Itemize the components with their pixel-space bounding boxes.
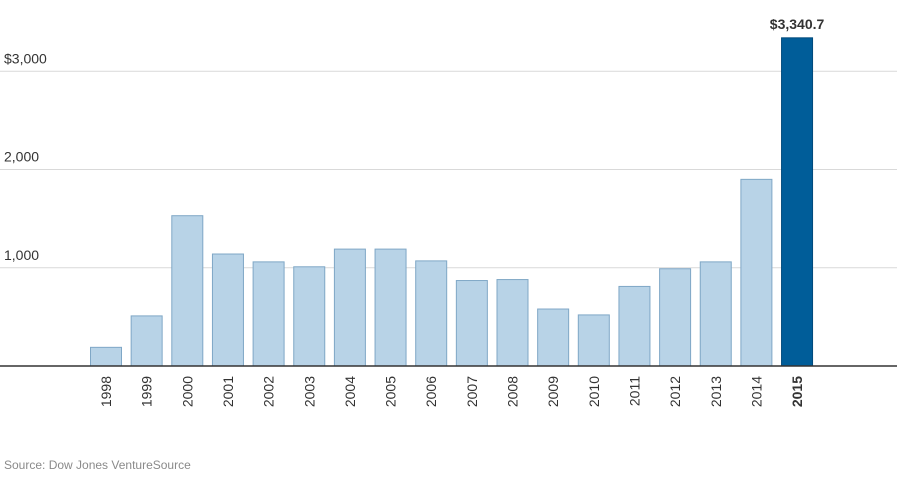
bar-2006: [415, 260, 448, 367]
bar-2015: [781, 37, 814, 367]
bar-2010: [577, 314, 610, 367]
x-tick-label: 1999: [139, 376, 155, 407]
x-tick-label: 2013: [708, 376, 724, 407]
x-tick-label: 2012: [667, 376, 683, 407]
x-tick-label: 2006: [423, 376, 439, 407]
y-tick-label: $3,000: [4, 50, 47, 66]
x-tick-label: 2014: [748, 376, 764, 407]
bar-2014: [740, 178, 773, 367]
bar-chart: 1,000 2,000 $3,000 1998 1999 2000 2001 2002 200…: [0, 16, 897, 407]
source-note: Source: Dow Jones VentureSource: [4, 458, 191, 472]
x-tick-label: 2010: [586, 376, 602, 407]
highlight-value-label: $3,340.7: [770, 16, 825, 32]
bar-1998: [90, 346, 122, 367]
x-tick-label: 2015: [789, 376, 805, 407]
y-tick-label: 2,000: [4, 149, 39, 165]
x-tick-label: 2007: [464, 376, 480, 407]
x-tick-label: 2004: [342, 376, 358, 407]
x-axis-ticks: 1998 1999 2000 2001 2002 2003 2004 2005 2006 2007…: [98, 376, 805, 407]
x-tick-label: 2008: [505, 376, 521, 407]
y-tick-label: 1,000: [4, 247, 39, 263]
bar-2013: [699, 261, 732, 367]
bar-2007: [455, 280, 488, 367]
x-tick-label: 2000: [179, 376, 195, 407]
bar-2012: [659, 268, 692, 367]
bars: [90, 37, 814, 367]
x-tick-label: 2003: [301, 376, 317, 407]
x-tick-label: 2011: [626, 376, 642, 406]
x-tick-label: 2001: [220, 376, 236, 407]
bar-2009: [537, 308, 570, 367]
x-tick-label: 2009: [545, 376, 561, 407]
bar-2002: [252, 261, 285, 367]
y-axis-ticks: 1,000 2,000 $3,000: [4, 50, 47, 262]
bar-2011: [618, 285, 651, 367]
bar-2003: [293, 266, 326, 367]
bar-2001: [211, 253, 244, 367]
bar-1999: [130, 315, 163, 367]
bar-2008: [496, 279, 529, 367]
x-tick-label: 2005: [383, 376, 399, 407]
bar-2005: [374, 248, 407, 367]
bar-2000: [171, 215, 204, 367]
bar-2004: [333, 248, 366, 367]
x-tick-label: 2002: [261, 376, 277, 407]
x-tick-label: 1998: [98, 376, 114, 407]
